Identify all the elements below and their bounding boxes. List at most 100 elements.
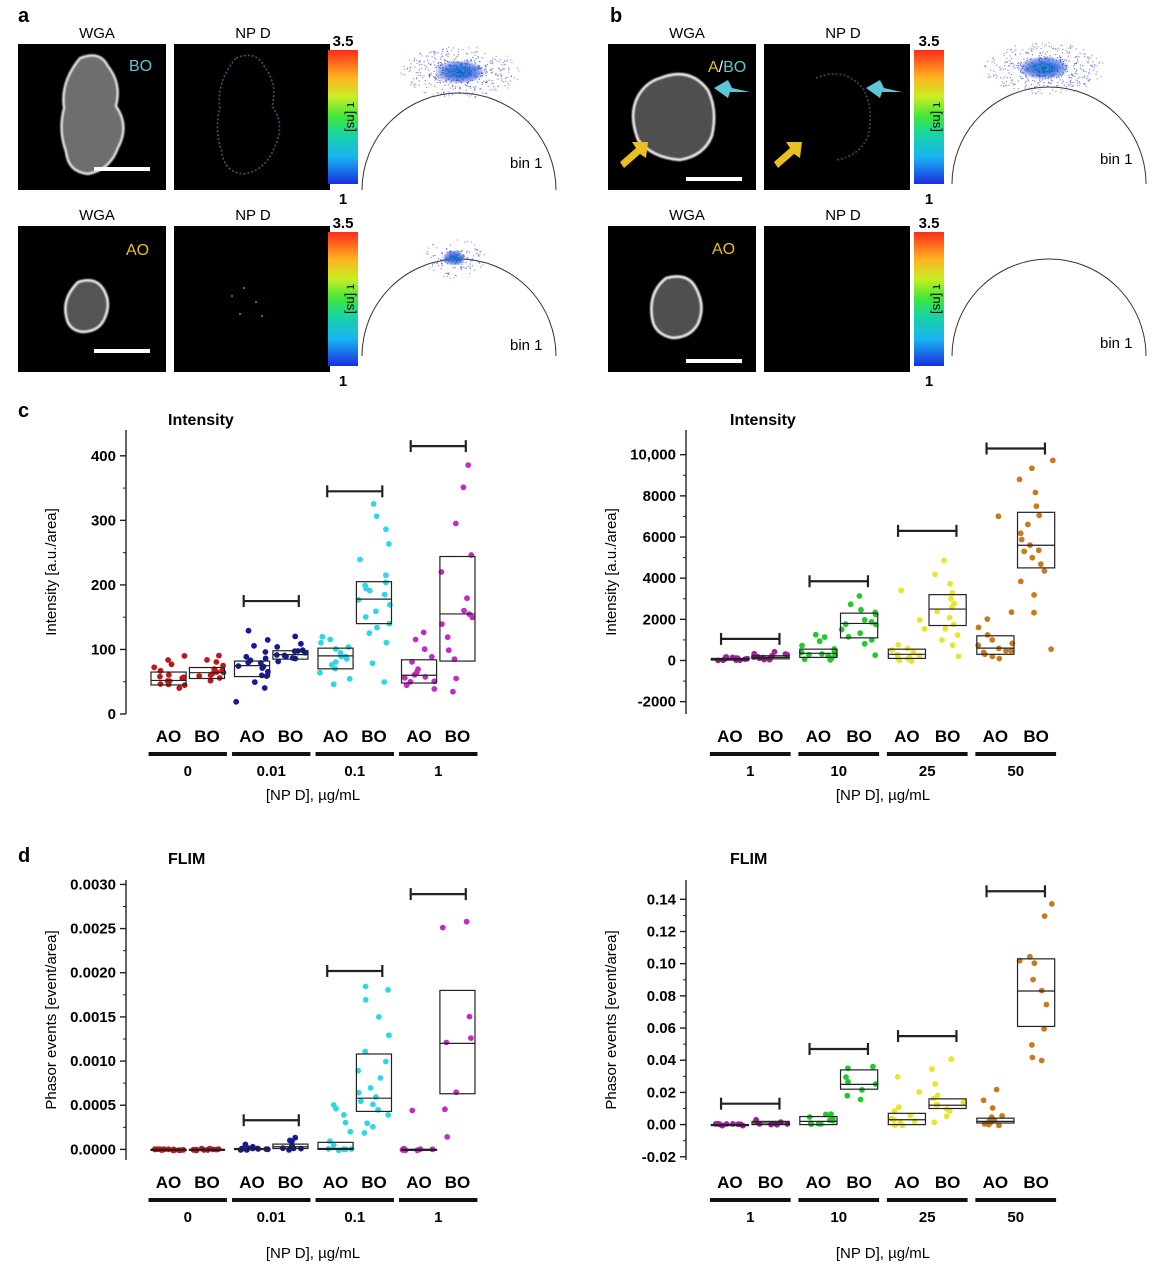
npd-cell-outline [216,54,281,175]
data-point [355,597,362,603]
phasor-point [1038,58,1040,60]
phasor-point [1078,56,1080,58]
phasor-point [1057,82,1059,84]
box [887,1112,927,1126]
phasor-point [467,82,469,84]
phasor-point [430,72,432,75]
phasor-point [432,50,435,52]
phasor-point [518,70,520,72]
phasor-point [1089,69,1091,71]
phasor-point [442,72,444,74]
x-concentration-label: 50 [1007,763,1024,780]
series-ao-10 [798,631,838,663]
data-point [984,632,991,638]
phasor-point [457,74,459,77]
phasor-point [494,88,496,90]
y-tick-label: 0.0005 [70,1097,116,1114]
data-point [465,462,472,468]
data-point [995,513,1002,520]
phasor-point [1068,84,1070,86]
series-bo-50 [1016,457,1056,653]
phasor-point [438,61,440,64]
phasor-point [451,65,453,67]
phasor-point [468,71,470,73]
phasor-point [454,64,456,66]
phasor-point [1028,71,1030,73]
data-point [383,639,390,646]
phasor-point [491,89,493,91]
phasor-point [1003,52,1005,54]
micro-row-b1: WGA NP D A/BO 3.5 1 τ [ns] bin 1 [608,25,1147,208]
phasor-point [441,71,443,73]
phasor-point [989,75,991,77]
y-tick-label: 300 [91,512,116,529]
series-ao-1 [710,654,751,664]
phasor-point [445,272,447,274]
data-point [342,653,349,660]
phasor-point [462,266,464,268]
phasor-point [501,78,503,80]
phasor-point [483,261,485,264]
phasor-point [452,86,454,88]
phasor-semicircle [361,92,557,191]
phasor-point [434,85,436,87]
phasor-point [445,67,447,69]
data-point [858,606,864,613]
phasor-point [492,61,494,63]
phasor-point [446,50,449,52]
phasor-point [1056,69,1058,71]
phasor-point [485,75,487,77]
phasor-point [458,62,460,64]
phasor-point [406,68,408,70]
data-point [812,631,819,638]
bin-label: bin 1 [510,337,543,354]
phasor-point [461,266,463,268]
chart-title: Intensity [730,412,796,429]
colorbar-max: 3.5 [333,33,354,50]
box [317,1141,354,1151]
data-point [362,614,369,620]
phasor-point [1068,51,1070,53]
phasor-point [1043,72,1045,74]
phasor-point [448,75,450,77]
phasor-point [509,80,512,82]
data-point [946,614,953,621]
phasor-point [1059,74,1061,76]
phasor-point [1061,44,1063,46]
wga-label: WGA [79,207,115,224]
phasor-point [460,256,462,258]
y-axis-label: Phasor events [event/area] [603,930,620,1109]
phasor-point [1044,53,1046,55]
phasor-point [452,70,454,72]
series-bo-10 [838,593,879,659]
phasor-point [454,258,457,260]
phasor-point [1089,79,1091,81]
phasor-point [447,84,449,86]
phasor-point [409,66,411,68]
phasor-point [423,61,425,63]
phasor-point [423,92,425,94]
phasor-point [1075,62,1078,64]
phasor-point [448,76,450,78]
phasor-point [1024,74,1027,76]
phasor-point [467,72,469,74]
phasor-point [1024,69,1026,71]
colorbar-min: 1 [925,373,933,390]
phasor-point [1059,61,1061,63]
phasor-point [1014,45,1016,47]
phasor-point [1030,49,1032,51]
phasor-point [1079,84,1081,86]
phasor-point [448,61,450,63]
phasor-point [492,83,494,85]
phasor-point [1009,60,1011,62]
phasor-point [446,263,448,265]
phasor-point [440,56,442,58]
data-point [373,513,380,520]
data-point [361,1130,368,1136]
x-concentration-label: 25 [919,763,936,780]
series-bo-50 [1016,901,1056,1064]
phasor-point [414,66,416,68]
phasor-point [449,87,451,89]
phasor-point [996,77,998,79]
data-point [816,638,823,645]
